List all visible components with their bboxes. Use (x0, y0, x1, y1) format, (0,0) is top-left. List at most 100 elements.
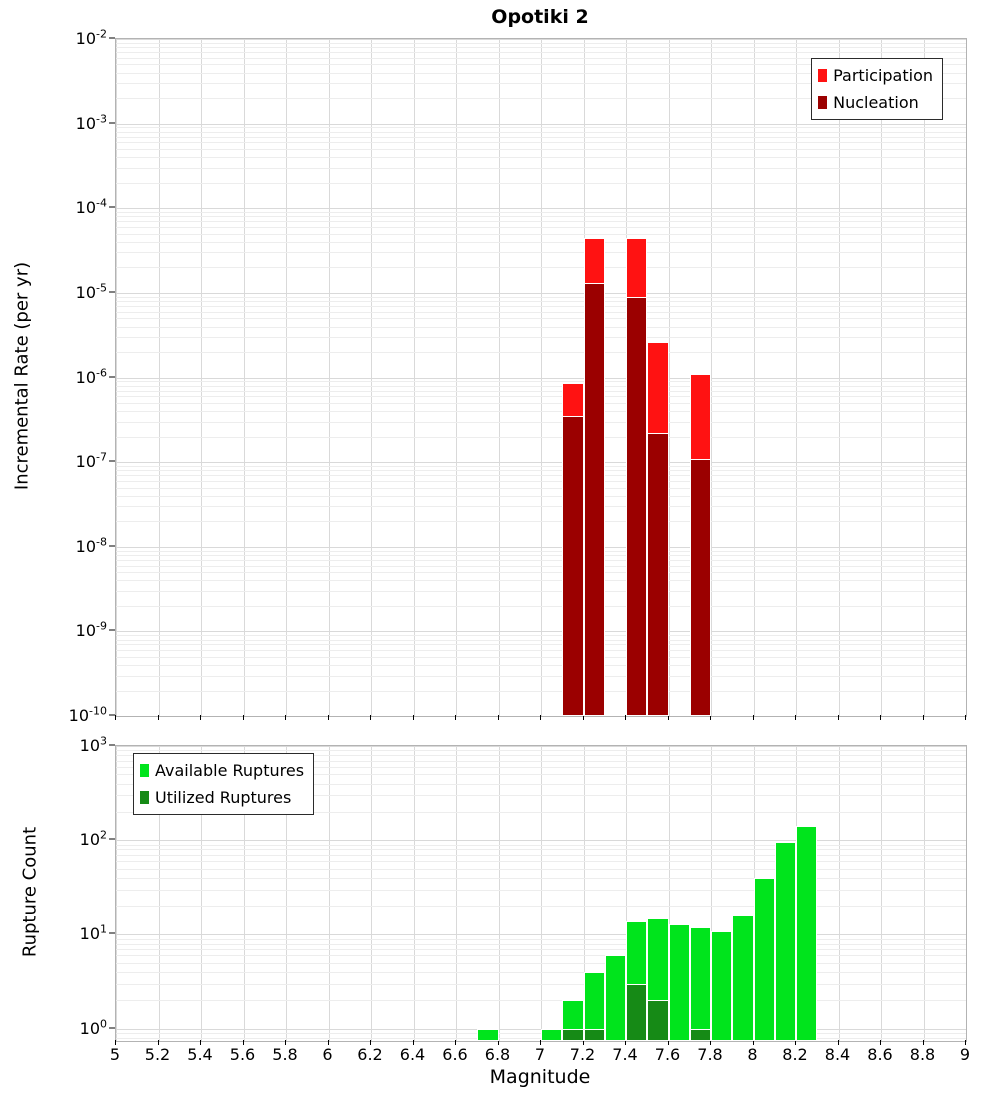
gridline (116, 746, 966, 747)
gridline-minor (116, 650, 966, 652)
bar-available-ruptures (796, 826, 818, 1041)
bar-utilized-ruptures (647, 1000, 669, 1041)
x-tick-mark (710, 715, 711, 720)
y-tick-label: 10-6 (75, 365, 107, 387)
y-tick-mark (109, 376, 115, 377)
y-tick-label: 10-2 (75, 27, 107, 48)
gridline (626, 746, 627, 1041)
legend-label-nucleation: Nucleation (833, 93, 919, 112)
x-tick-mark (922, 715, 924, 720)
x-tick-mark (667, 715, 669, 720)
legend-item-available-ruptures: Available Ruptures (140, 757, 304, 784)
gridline-minor (116, 962, 966, 964)
gridline-minor (116, 811, 966, 813)
gridline-minor (116, 559, 966, 561)
gridline-minor (116, 52, 966, 54)
gridline-minor (116, 783, 966, 785)
x-tick-mark (922, 1040, 924, 1045)
nucleation-swatch (818, 96, 828, 109)
gridline-minor (116, 854, 966, 856)
bar-utilized-ruptures (583, 1028, 605, 1041)
bar-nucleation (583, 283, 605, 716)
gridline-minor (116, 227, 966, 229)
x-tick-label: 5 (109, 1045, 121, 1064)
gridline (116, 208, 966, 210)
x-tick-mark (752, 715, 754, 720)
gridline-minor (116, 64, 966, 66)
gridline-minor (116, 337, 966, 339)
gridline-minor (116, 131, 966, 133)
y-tick-mark (109, 460, 115, 462)
gridline-minor (116, 221, 966, 223)
x-tick-label: 5.4 (187, 1045, 213, 1064)
y-tick-label: 10-7 (75, 450, 107, 471)
gridline-minor (116, 47, 966, 49)
gridline-minor (116, 955, 966, 957)
x-tick-label: 8.2 (782, 1045, 808, 1064)
gridline (966, 746, 967, 1041)
gridline-minor (116, 72, 966, 74)
gridline (116, 39, 966, 40)
bar-available-ruptures (753, 877, 775, 1041)
gridline (116, 546, 966, 548)
gridline-minor (116, 381, 966, 383)
bar-available-ruptures (732, 915, 754, 1041)
x-tick-label: 7.2 (569, 1045, 596, 1064)
bar-utilized-ruptures (562, 1028, 584, 1041)
gridline-minor (116, 844, 966, 846)
y-tick-label: 10-10 (68, 704, 107, 725)
gridline-minor (116, 390, 966, 392)
bar-utilized-ruptures (689, 1028, 711, 1041)
x-tick-mark (242, 715, 244, 720)
gridline-minor (116, 311, 966, 313)
gridline-minor (116, 352, 966, 354)
y-tick-mark (109, 545, 115, 547)
legend-rupture-count: Available Ruptures Utilized Ruptures (133, 753, 315, 815)
x-tick-mark (412, 715, 414, 720)
gridline-minor (116, 436, 966, 438)
x-tick-mark (157, 1040, 159, 1045)
gridline (116, 123, 966, 125)
gridline (413, 746, 415, 1041)
gridline (923, 746, 925, 1041)
gridline-minor (116, 766, 966, 768)
gridline-minor (116, 861, 966, 863)
gridline-minor (116, 605, 966, 607)
gridline (116, 934, 966, 936)
bar-nucleation (626, 296, 648, 716)
x-tick-mark (327, 1040, 329, 1045)
gridline (116, 746, 117, 1041)
gridline-minor (116, 1000, 966, 1002)
gridline-minor (116, 233, 966, 235)
gridline-minor (116, 385, 966, 387)
x-tick-mark (412, 1040, 414, 1045)
gridline-minor (116, 98, 966, 100)
gridline-minor (116, 565, 966, 567)
gridline (456, 746, 457, 1041)
x-tick-mark (497, 715, 499, 720)
gridline-minor (116, 665, 966, 667)
y-tick-mark (109, 122, 115, 124)
gridline-minor (116, 212, 966, 214)
gridline-minor (116, 906, 966, 908)
bar-nucleation (689, 458, 711, 716)
y-axis-label-rupture-count: Rupture Count (19, 826, 41, 958)
x-tick-mark (455, 715, 456, 720)
legend-label-participation: Participation (833, 66, 933, 85)
x-tick-mark (157, 715, 159, 720)
y-tick-mark (109, 744, 115, 746)
y-axis-label-incremental-rate: Incremental Rate (per yr) (11, 261, 33, 491)
gridline-minor (116, 849, 966, 851)
x-axis-label: Magnitude (489, 1066, 591, 1088)
bar-available-ruptures (668, 923, 690, 1041)
gridline (158, 746, 160, 1041)
gridline (541, 746, 542, 1041)
gridline-minor (116, 572, 966, 574)
gridline (286, 746, 287, 1041)
x-tick-mark (625, 715, 626, 720)
x-tick-mark (837, 1040, 839, 1045)
gridline (371, 746, 372, 1041)
y-tick-label: 103 (79, 734, 107, 755)
legend-label-utilized-ruptures: Utilized Ruptures (155, 788, 292, 807)
